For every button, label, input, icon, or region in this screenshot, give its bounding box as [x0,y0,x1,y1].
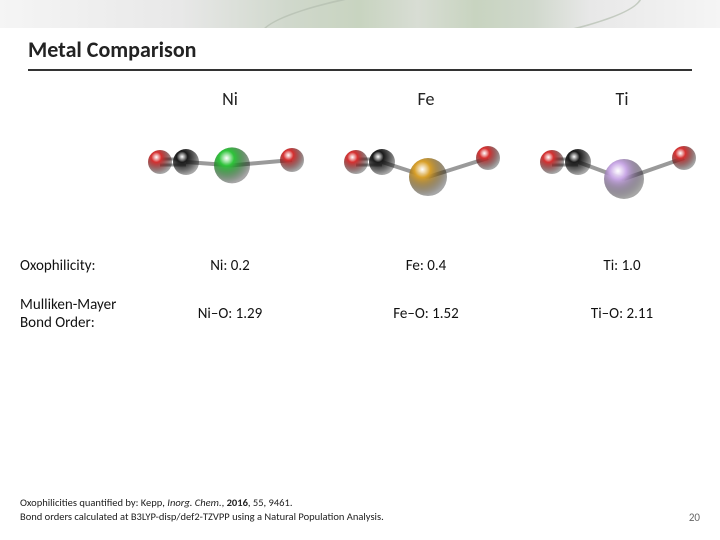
molecule-diagram [132,122,328,242]
oxophilicity-label: Oxophilicity: [20,257,96,275]
bond-order-value: Ni–O: 1.29 [198,305,263,323]
footnote-line-1: Oxophilicities quantified by: Kepp, Inor… [20,496,680,510]
metal-column-ni: Ni [132,88,328,338]
metal-header: Ni [132,88,328,112]
decorative-top-band [0,0,720,28]
bond-order-value: Ti–O: 2.11 [591,305,653,323]
metal-column-fe: Fe [328,88,524,338]
metal-header: Ti [524,88,720,112]
page-title: Metal Comparison [28,36,692,63]
metal-header: Fe [328,88,524,112]
bond-order-label: Mulliken-Mayer Bond Order: [20,296,116,332]
comparison-grid: . Oxophilicity: Mulliken-Mayer Bond Orde… [0,88,720,338]
slide-number: 20 [689,511,700,524]
metal-column-ti: Ti [524,88,720,338]
oxophilicity-value: Ti: 1.0 [603,257,640,275]
title-area: Metal Comparison [28,36,692,71]
bond-order-value: Fe–O: 1.52 [393,305,459,323]
molecule-diagram [524,122,720,242]
oxophilicity-value: Ni: 0.2 [210,257,250,275]
footnote-line-2: Bond orders calculated at B3LYP-disp/def… [20,510,680,524]
footnotes: Oxophilicities quantified by: Kepp, Inor… [20,496,680,524]
row-labels-column: . Oxophilicity: Mulliken-Mayer Bond Orde… [0,88,132,338]
molecule-diagram [328,122,524,242]
oxophilicity-value: Fe: 0.4 [406,257,447,275]
